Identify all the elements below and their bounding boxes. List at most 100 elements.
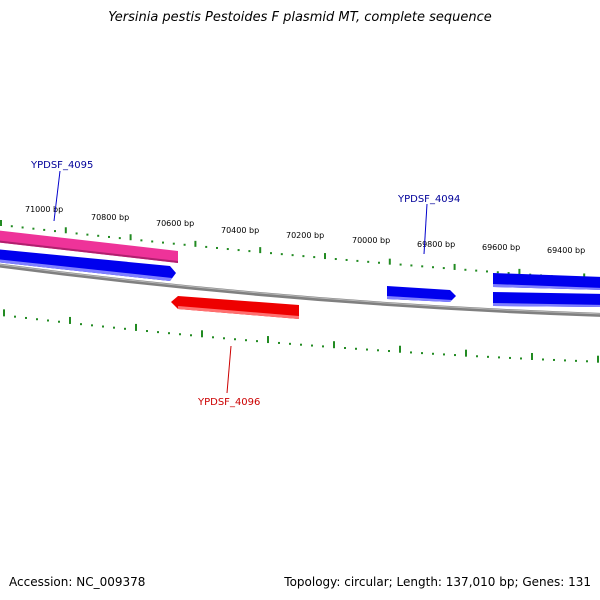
minor-tick [212, 336, 214, 339]
lower-tick-track [3, 309, 599, 363]
leader-line-4096 [226, 345, 232, 394]
major-tick [194, 240, 197, 247]
minor-tick [496, 271, 499, 274]
major-tick [64, 227, 67, 234]
minor-tick [410, 264, 413, 267]
minor-tick [256, 340, 258, 343]
minor-tick [157, 331, 159, 334]
minor-tick [54, 230, 56, 233]
major-tick [201, 330, 203, 338]
gene-arrow-forward-right-lower-shade [493, 303, 600, 307]
minor-tick [86, 233, 89, 236]
sequence-backbone-highlight [0, 264, 600, 315]
minor-tick [270, 252, 272, 255]
major-tick [259, 247, 262, 254]
minor-tick [151, 240, 154, 243]
minor-tick [183, 243, 186, 246]
major-tick [333, 341, 335, 349]
minor-tick [553, 358, 555, 361]
leader-line-4095 [53, 170, 61, 222]
gene-arrow-reverse-4096-shade [178, 306, 299, 319]
major-tick [267, 336, 269, 344]
minor-tick [486, 270, 488, 273]
minor-tick [140, 239, 143, 242]
minor-tick [179, 333, 181, 336]
minor-tick [344, 346, 346, 349]
minor-tick [443, 353, 445, 356]
minor-tick [118, 237, 121, 240]
minor-tick [21, 226, 24, 229]
minor-tick [108, 235, 110, 238]
minor-tick [388, 350, 390, 353]
minor-tick [124, 327, 126, 330]
minor-tick [97, 234, 100, 237]
minor-tick [291, 254, 294, 257]
minor-tick [311, 344, 313, 347]
gene-label-4095[interactable]: YPDSF_4095 [30, 160, 93, 171]
minor-tick [464, 268, 467, 271]
minor-tick [47, 319, 49, 322]
tick-label: 71000 bp [25, 205, 63, 214]
minor-tick [245, 339, 247, 342]
major-tick [465, 349, 467, 357]
minor-tick [91, 324, 93, 327]
minor-tick [421, 265, 424, 268]
tick-label: 69600 bp [482, 243, 520, 252]
gene-label-4094[interactable]: YPDSF_4094 [397, 194, 460, 205]
minor-tick [586, 360, 588, 363]
minor-tick [454, 354, 456, 357]
minor-tick [168, 332, 170, 335]
minor-tick [300, 343, 302, 346]
minor-tick [280, 253, 283, 256]
gene-arrow-forward-right-upper-shade [493, 284, 600, 290]
minor-tick [80, 323, 82, 326]
minor-tick [226, 248, 229, 251]
major-tick [399, 345, 401, 353]
minor-tick [564, 359, 566, 362]
minor-tick [410, 351, 412, 354]
tick-label-group: 71000 bp 70800 bp 70600 bp 70400 bp 7020… [25, 205, 585, 255]
major-tick [3, 309, 5, 317]
minor-tick [334, 258, 337, 261]
minor-tick [487, 355, 489, 358]
tick-label: 70400 bp [221, 226, 259, 235]
gene-arrow-reverse-4096[interactable] [171, 296, 299, 319]
minor-tick [102, 325, 104, 328]
gene-arrow-forward-left-shade [0, 259, 172, 281]
major-tick [324, 253, 326, 260]
gene-label-4096[interactable]: YPDSF_4096 [197, 397, 260, 408]
major-tick [597, 355, 599, 363]
gene-arrow-forward-4094-shade [387, 296, 452, 302]
minor-tick [58, 320, 60, 323]
minor-tick [14, 315, 16, 318]
gene-arrow-forward-left[interactable] [0, 249, 176, 281]
minor-tick [421, 352, 423, 355]
minor-tick [356, 259, 359, 262]
minor-tick [237, 249, 240, 252]
tick-label: 70800 bp [91, 213, 129, 222]
leader-line-4094 [423, 203, 428, 255]
minor-tick [302, 255, 305, 258]
feature-pink-bar[interactable] [0, 230, 178, 263]
minor-tick [509, 356, 511, 359]
tick-label: 70600 bp [156, 219, 194, 228]
minor-tick [366, 348, 368, 351]
minor-tick [10, 225, 13, 228]
minor-tick [507, 272, 510, 275]
map-title: Yersinia pestis Pestoides F plasmid MT, … [108, 10, 492, 25]
minor-tick [162, 241, 164, 244]
sequence-backbone [0, 263, 600, 317]
major-tick [518, 268, 521, 275]
minor-tick [234, 338, 236, 341]
major-tick [129, 234, 132, 241]
minor-tick [32, 227, 35, 230]
major-tick [0, 220, 2, 226]
minor-tick [542, 358, 544, 361]
major-tick [69, 316, 71, 324]
minor-tick [190, 334, 192, 337]
gene-arrow-forward-right-lower[interactable] [493, 292, 600, 307]
minor-tick [223, 337, 225, 340]
accession-text: Accession: NC_009378 [9, 575, 146, 589]
tick-label: 70200 bp [286, 231, 324, 240]
